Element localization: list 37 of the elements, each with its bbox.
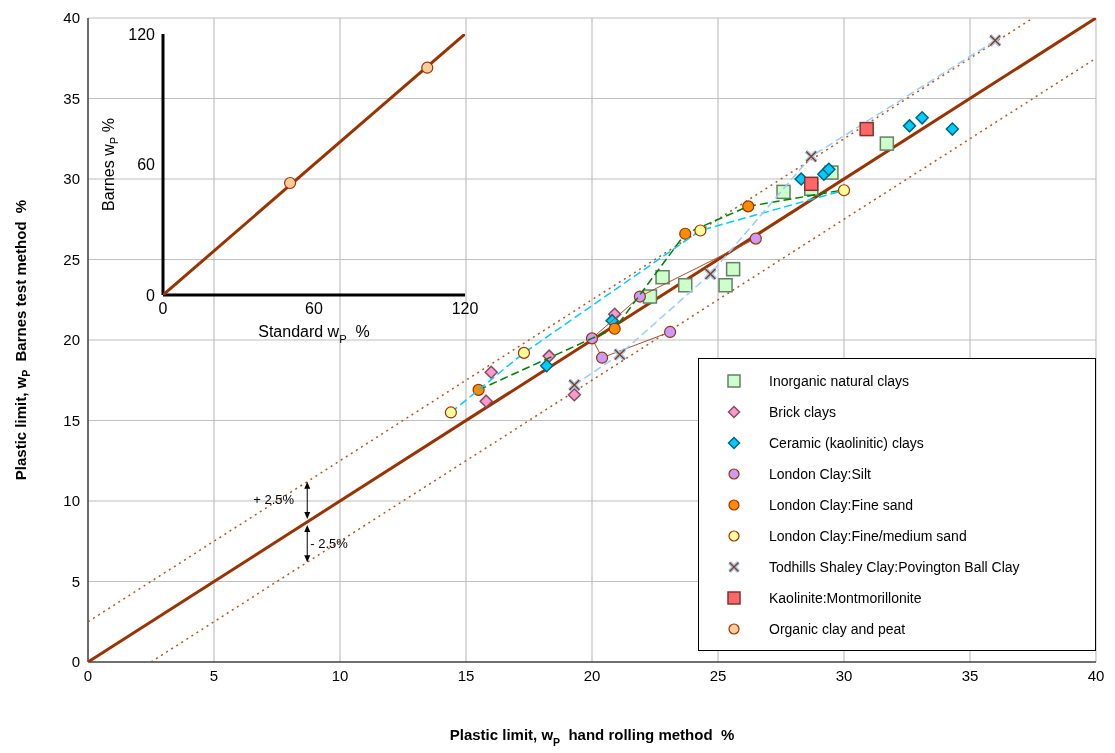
legend-label: London Clay:Fine sand <box>769 496 913 513</box>
legend-label: Inorganic natural clays <box>769 372 910 389</box>
y-tick-label: 40 <box>63 9 80 27</box>
x-tick-label: 60 <box>305 300 323 318</box>
y-tick-label: 120 <box>128 25 156 43</box>
x-tick-label: 40 <box>1087 666 1105 684</box>
y-tick-label: 30 <box>63 170 80 188</box>
x-tick-label: 0 <box>83 666 93 684</box>
y-tick-label: 0 <box>146 286 156 304</box>
x-tick-label: 10 <box>331 666 349 684</box>
y-tick-label: 5 <box>71 572 80 590</box>
y-tick-label: 35 <box>63 89 80 107</box>
text: Organic clay and peat <box>769 620 906 637</box>
x-axis-title: Standard w$_{P}$ % <box>258 323 370 345</box>
x-tick-label: 30 <box>835 666 853 684</box>
legend-label: London Clay:Silt <box>769 465 871 482</box>
x-tick-label: 25 <box>709 666 727 684</box>
y-tick-label: 10 <box>63 492 80 510</box>
x-tick-label: 35 <box>961 666 979 684</box>
x-tick-label: 15 <box>457 666 475 684</box>
y-tick-label: 0 <box>71 653 80 671</box>
annotation: + 2.5% <box>253 492 295 508</box>
x-tick-label: 0 <box>158 300 168 318</box>
y-tick-label: 20 <box>63 331 80 349</box>
y-tick-label: 25 <box>63 250 80 268</box>
legend-label: Todhills Shaley Clay:Povington Ball Clay <box>769 558 1020 575</box>
x-tick-label: 5 <box>209 666 219 684</box>
legend-label: London Clay:Fine/medium sand <box>769 527 967 544</box>
legend-label: Kaolinite:Montmorillonite <box>769 589 922 606</box>
legend-label: Brick clays <box>769 403 836 420</box>
x-tick-label: 20 <box>583 666 601 684</box>
y-tick-label: 15 <box>63 411 80 429</box>
annotation: - 2.5% <box>310 535 349 551</box>
x-axis-title: Plastic limit, w$_{P}$ hand rolling method % <box>449 726 735 748</box>
legend-label: Ceramic (kaolinitic) clays <box>769 434 924 451</box>
y-tick-label: 60 <box>137 156 156 174</box>
x-tick-label: 120 <box>451 300 479 318</box>
